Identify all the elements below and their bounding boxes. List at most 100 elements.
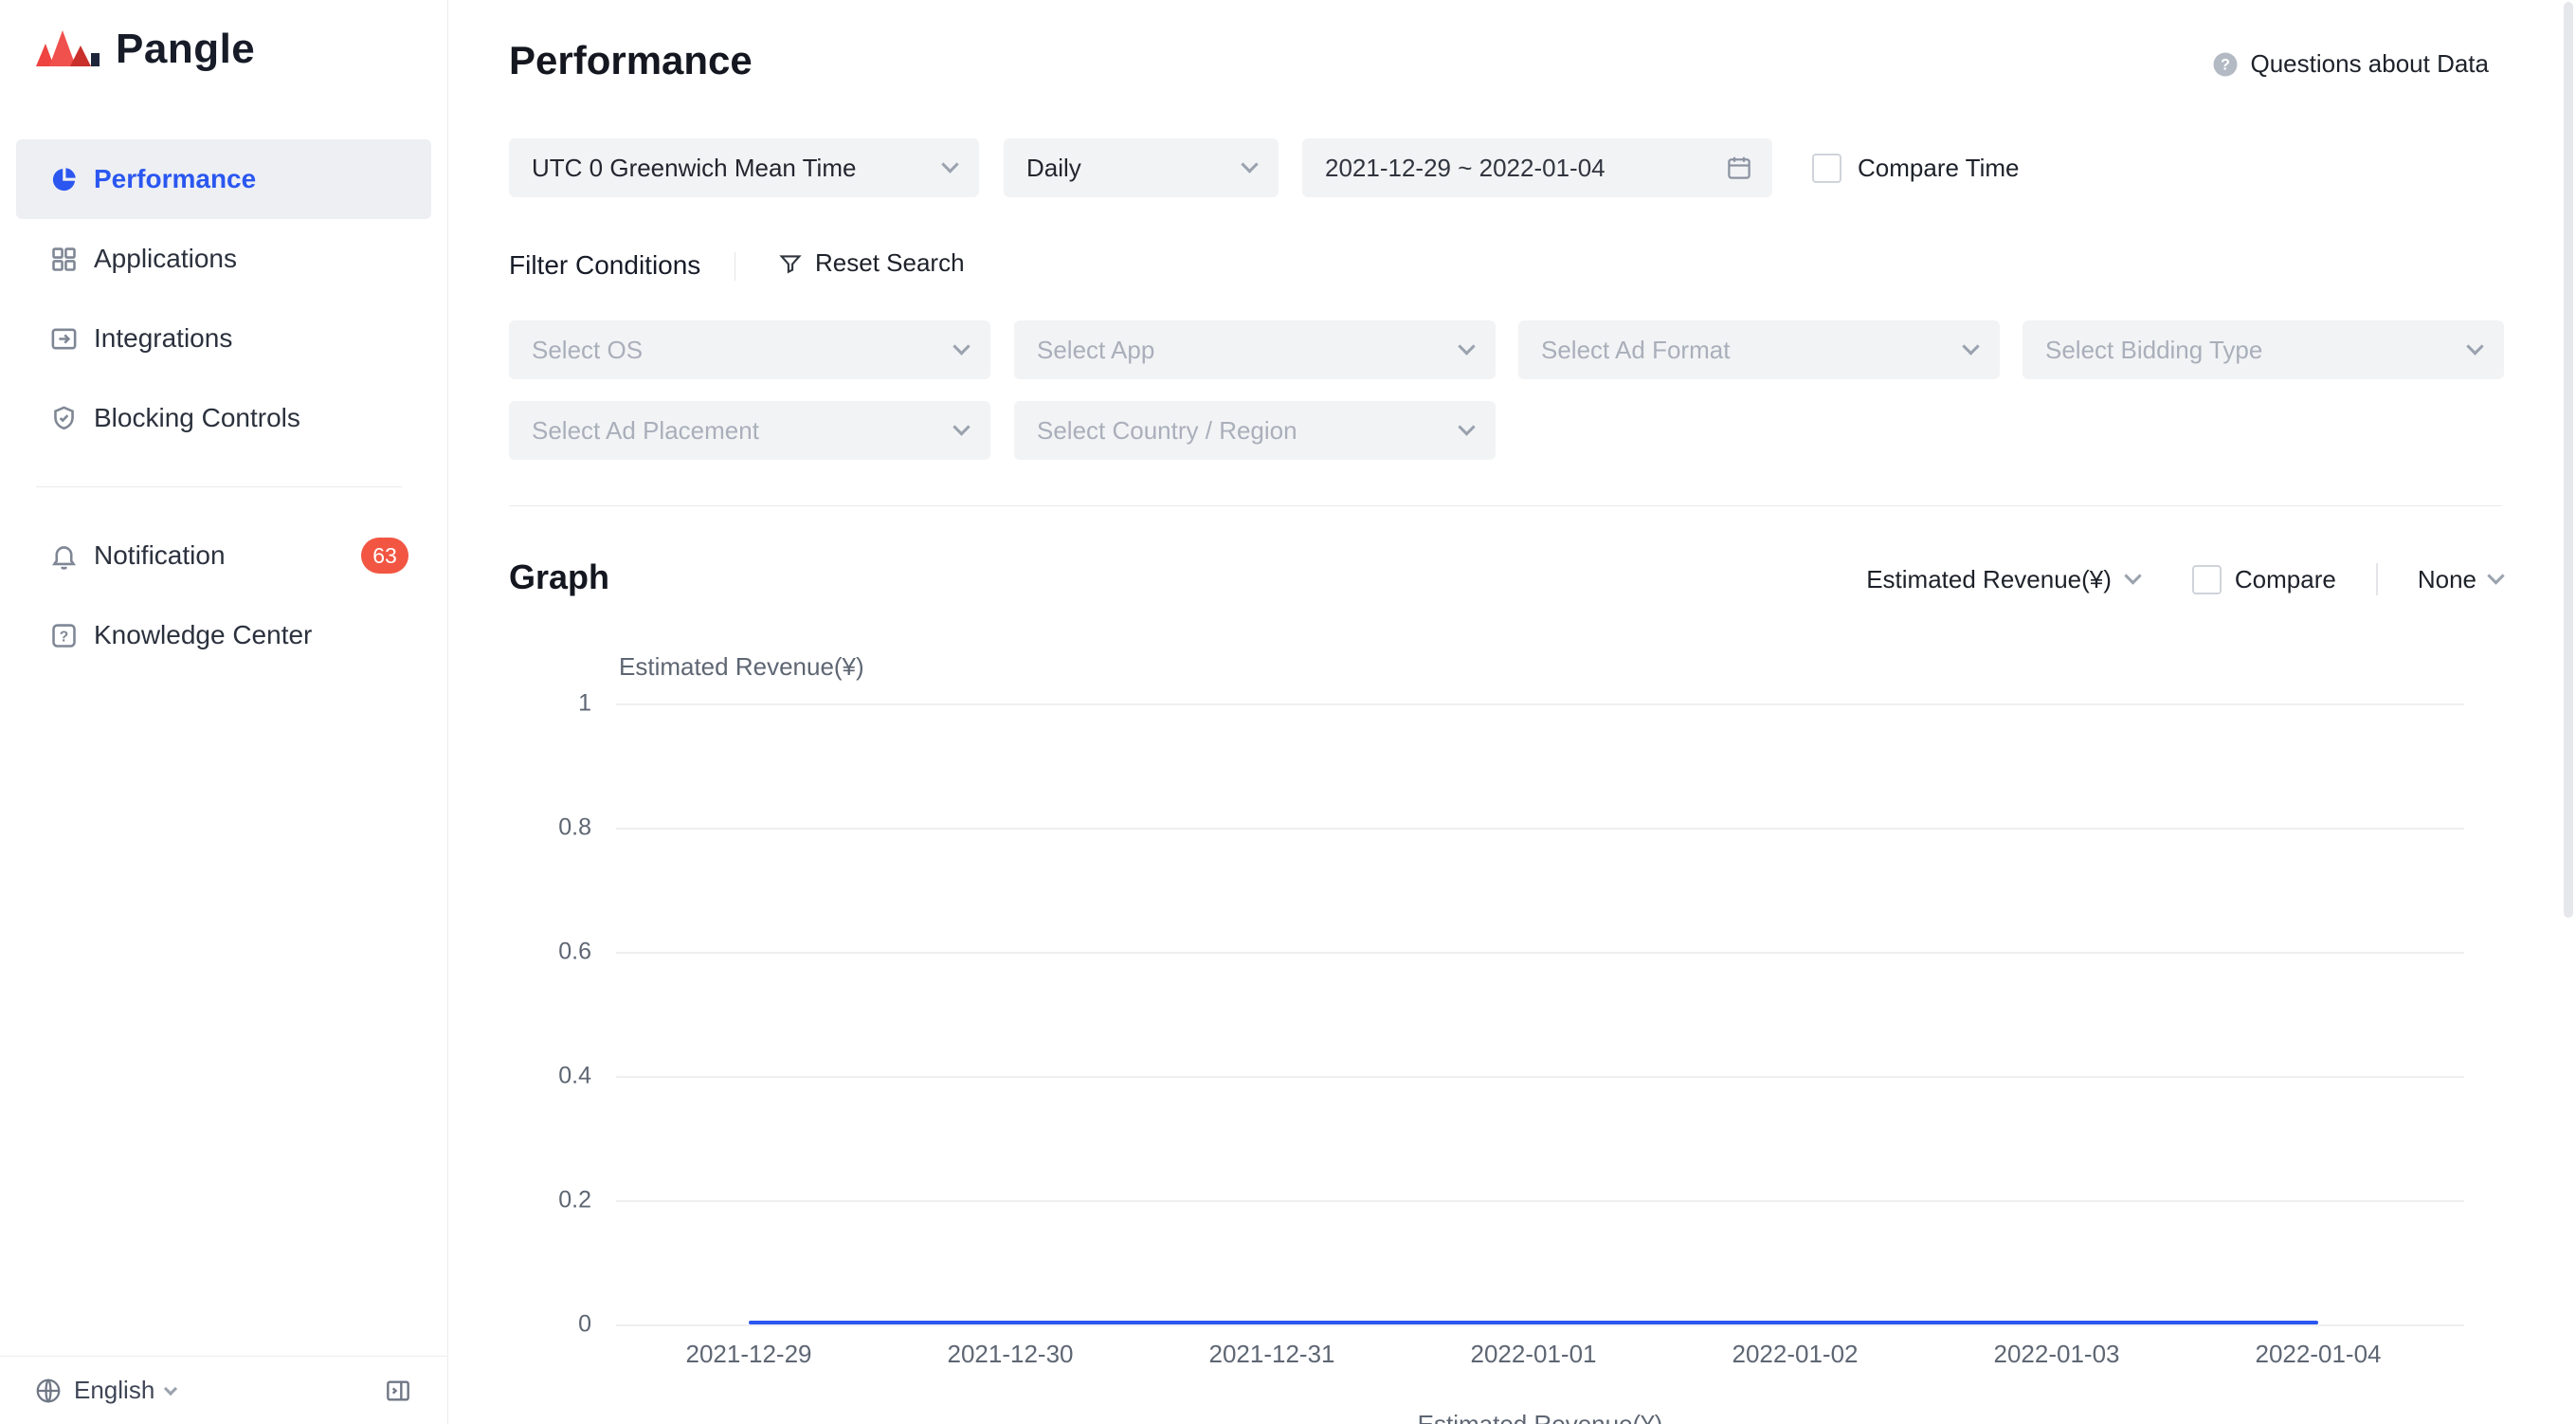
chevron-down-icon [2466,338,2484,356]
y-axis-tick-label: 0.8 [558,813,591,841]
filter-conditions-title: Filter Conditions [509,250,701,280]
x-axis-tick-label: 2021-12-29 [685,1340,812,1368]
chevron-down-icon [2124,567,2142,585]
x-axis-tick-label: 2022-01-03 [1993,1340,2120,1368]
select-bidding-type[interactable]: Select Bidding Type [2023,320,2504,379]
integration-arrow-icon [49,324,79,354]
collapse-sidebar-button[interactable] [383,1376,413,1406]
reset-filter-icon [777,250,804,277]
sidebar-item-notification[interactable]: Notification 63 [16,516,431,595]
gridline [616,828,2464,830]
help-link-label: Questions about Data [2250,49,2490,78]
sidebar-item-applications[interactable]: Applications [16,219,431,299]
chart-legend-label: Estimated Revenue(¥) [1417,1410,1663,1424]
questions-about-data-link[interactable]: ? Questions about Data [2211,49,2490,79]
sidebar-item-knowledge-center[interactable]: ? Knowledge Center [16,595,431,675]
language-selector[interactable]: English [74,1376,155,1404]
compare-label: Compare [2234,564,2336,593]
select-ad-placement-placeholder: Select Ad Placement [532,415,759,445]
sidebar-item-integrations[interactable]: Integrations [16,299,431,378]
revenue-line-series [749,1321,2318,1324]
apps-grid-icon [49,245,79,274]
chevron-down-icon [1241,155,1259,173]
compare-checkbox[interactable] [2191,564,2222,594]
sidebar-nav-secondary: Notification 63 ? Knowledge Center [0,516,447,675]
pangle-logo[interactable]: Pangle [34,23,255,76]
x-axis-tick-label: 2021-12-30 [947,1340,1074,1368]
chart-y-axis-title: Estimated Revenue(¥) [619,652,864,681]
dimension-selector[interactable]: None [2417,564,2505,594]
svg-text:?: ? [60,629,68,645]
chevron-down-icon [164,1381,178,1396]
reset-search-button[interactable]: Reset Search [777,248,965,278]
select-app-placeholder: Select App [1037,335,1155,364]
scrollbar[interactable] [2564,2,2573,918]
question-square-icon: ? [49,621,79,650]
reset-search-label: Reset Search [815,248,965,277]
sidebar-nav-primary: Performance Applications [0,139,447,458]
shield-check-icon [49,404,79,433]
y-axis-tick-label: 0.6 [558,938,591,965]
language-bar: English [0,1356,447,1424]
sidebar-item-label: Knowledge Center [94,620,313,649]
select-country-region[interactable]: Select Country / Region [1014,401,1496,460]
chevron-down-icon [952,338,971,356]
vertical-divider [2375,563,2378,595]
metric-selector[interactable]: Estimated Revenue(¥) [1866,564,2142,594]
y-axis-tick-label: 1 [578,689,591,717]
x-axis-tick-label: 2022-01-02 [1732,1340,1859,1368]
select-os[interactable]: Select OS [509,320,990,379]
dimension-selector-value: None [2417,564,2476,593]
y-axis-tick-label: 0 [578,1310,591,1338]
gridline [616,1076,2464,1078]
section-divider [509,505,2502,506]
sidebar: Pangle Performance [0,0,448,1424]
svg-text:?: ? [2221,56,2230,73]
x-axis-tick-label: 2022-01-01 [1470,1340,1597,1368]
select-app[interactable]: Select App [1014,320,1496,379]
sidebar-item-blocking-controls[interactable]: Blocking Controls [16,378,431,458]
pie-chart-icon [49,165,79,194]
graph-controls: Estimated Revenue(¥) Compare None [1866,563,2505,595]
compare-time-checkbox[interactable] [1812,154,1841,183]
y-axis-tick-label: 0.2 [558,1186,591,1214]
chevron-down-icon [1962,338,1980,356]
user-account-area: ID: ▸ [0,1223,447,1346]
select-ad-format[interactable]: Select Ad Format [1518,320,2000,379]
select-bidding-type-placeholder: Select Bidding Type [2045,335,2263,364]
select-ad-placement[interactable]: Select Ad Placement [509,401,990,460]
sidebar-divider [36,486,402,487]
sidebar-item-label: Performance [94,164,257,193]
metric-selector-value: Estimated Revenue(¥) [1866,564,2112,593]
pangle-logo-icon [34,23,102,76]
gridline [616,1200,2464,1202]
gridline [616,952,2464,954]
x-axis-tick-label: 2022-01-04 [2255,1340,2382,1368]
notification-count-badge: 63 [361,538,408,574]
timezone-value: UTC 0 Greenwich Mean Time [532,153,857,182]
chevron-down-icon [2487,567,2505,585]
sidebar-item-label: Notification [94,540,226,570]
bell-icon [49,541,79,571]
compare-time-label: Compare Time [1858,154,2020,182]
sidebar-item-performance[interactable]: Performance [16,139,431,219]
granularity-select[interactable]: Daily [1004,138,1279,197]
select-os-placeholder: Select OS [532,335,644,364]
brand-name: Pangle [116,26,256,72]
chart-plot-area: 0 0.2 0.4 0.6 0.8 1 2021-12-29 2021-12-30 2021-1… [558,690,2464,1368]
y-axis-tick-label: 0.4 [558,1062,591,1089]
gridline [616,703,2464,705]
graph-section-title: Graph [509,557,610,596]
x-axis-tick-label: 2021-12-31 [1208,1340,1335,1368]
date-range-value: 2021-12-29 ~ 2022-01-04 [1325,153,1605,182]
help-circle-icon: ? [2211,50,2240,79]
page-title: Performance [509,38,753,82]
sidebar-item-label: Blocking Controls [94,403,300,432]
timezone-select[interactable]: UTC 0 Greenwich Mean Time [509,138,979,197]
select-ad-format-placeholder: Select Ad Format [1541,335,1731,364]
date-range-picker[interactable]: 2021-12-29 ~ 2022-01-04 [1302,138,1772,197]
calendar-icon [1725,154,1753,182]
chevron-down-icon [1458,418,1476,436]
chevron-down-icon [1458,338,1476,356]
